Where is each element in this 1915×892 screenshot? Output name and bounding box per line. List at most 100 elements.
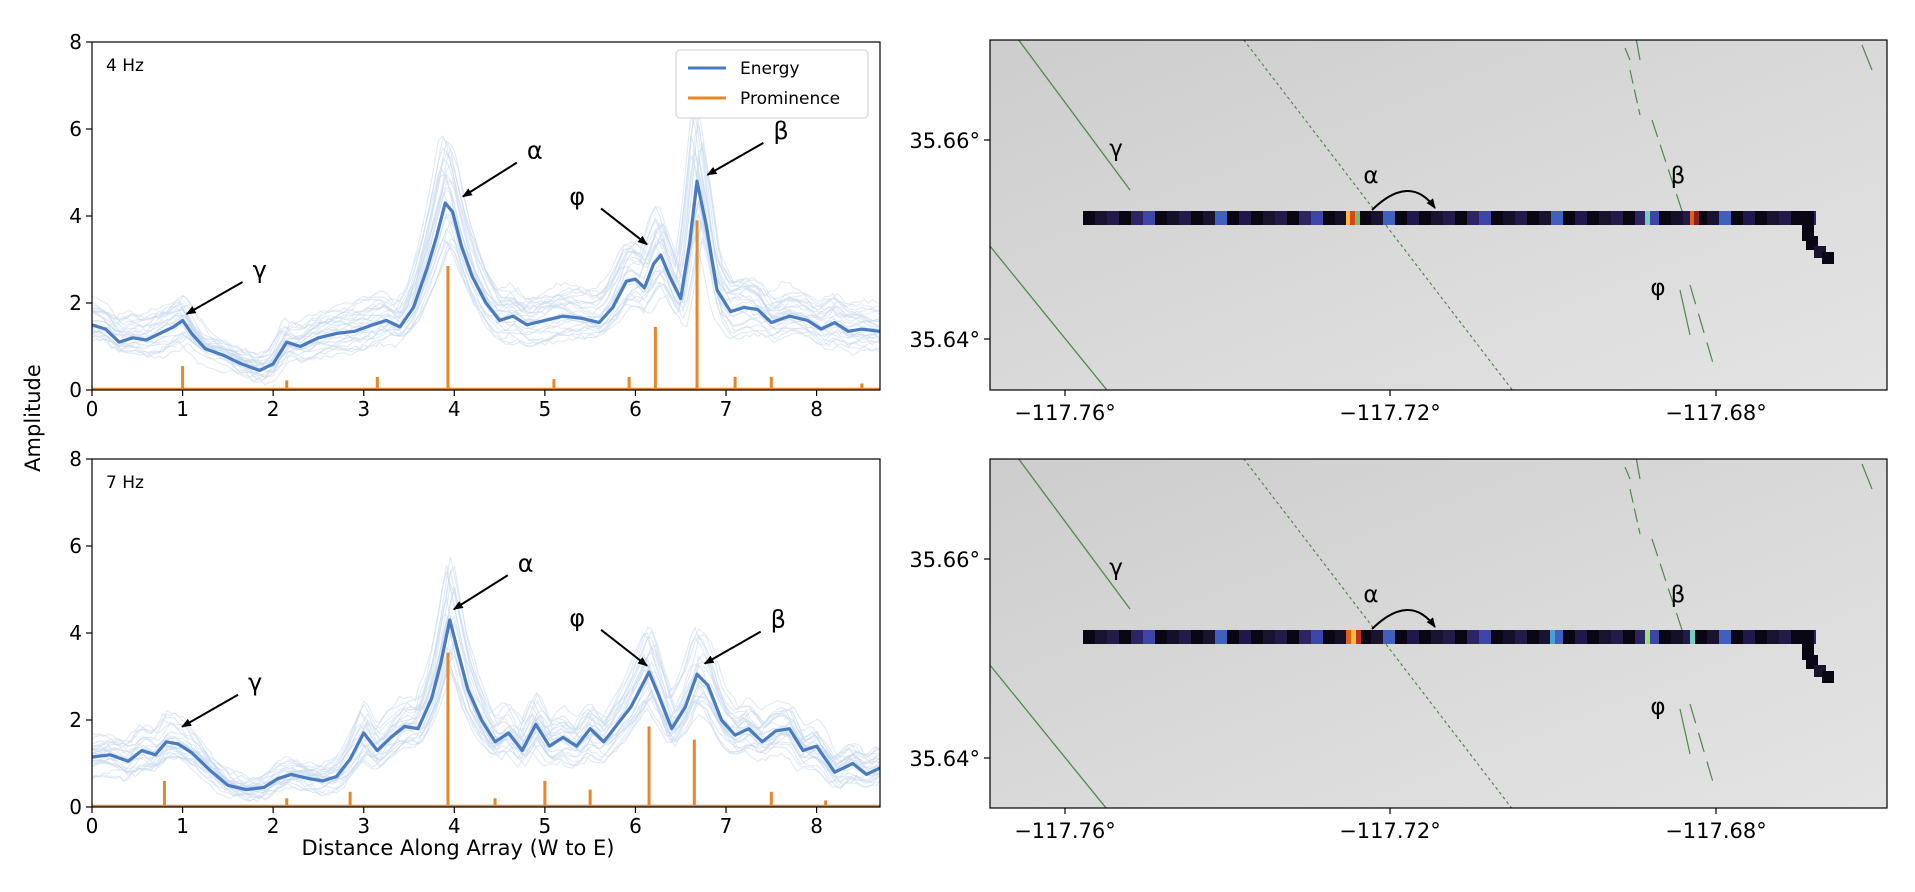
map-feature-label: α xyxy=(1363,582,1378,608)
cable-segment xyxy=(1743,211,1756,225)
cable-hotspot xyxy=(1690,211,1695,225)
fault-line xyxy=(1679,289,1691,336)
cable-segment xyxy=(1659,630,1672,644)
map-x-tick-label: −117.72° xyxy=(1339,819,1441,843)
cable-segment xyxy=(1659,211,1672,225)
cable-segment xyxy=(1095,630,1108,644)
x-axis-label: Distance Along Array (W to E) xyxy=(302,836,615,860)
map-x-tick-label: −117.76° xyxy=(1014,401,1116,425)
fault-line-dashed xyxy=(1689,284,1716,371)
y-tick-label: 0 xyxy=(69,378,82,402)
cable-segment xyxy=(1131,630,1144,644)
annotation-label: γ xyxy=(248,669,262,697)
map-y-tick-label: 35.64° xyxy=(909,747,980,771)
cable-segment xyxy=(1802,211,1814,241)
x-tick-label: 4 xyxy=(448,814,461,838)
map-feature-label: α xyxy=(1363,163,1378,189)
x-tick-label: 7 xyxy=(720,397,733,421)
annotation-label: α xyxy=(527,137,543,165)
cable-segment xyxy=(1299,630,1312,644)
cable-segment xyxy=(1707,630,1720,644)
cable-segment xyxy=(1455,211,1468,225)
cable-segment xyxy=(1179,211,1192,225)
cable-segment xyxy=(1239,630,1252,644)
cable-segment xyxy=(1215,211,1228,225)
cable-segment xyxy=(1599,630,1612,644)
cable-segment xyxy=(1671,211,1684,225)
legend-label-energy: Energy xyxy=(740,59,800,79)
fault-line xyxy=(1635,40,1641,61)
x-tick-label: 1 xyxy=(176,397,189,421)
map-frame xyxy=(989,39,1888,391)
y-axis-label: Amplitude xyxy=(21,364,45,472)
alpha-arrow xyxy=(1371,609,1436,630)
cable-segment xyxy=(1767,630,1780,644)
cable-segment xyxy=(1563,211,1576,225)
x-tick-label: 8 xyxy=(810,397,823,421)
annotation-arrow xyxy=(706,141,764,176)
cable-segment xyxy=(1383,211,1396,225)
annotation-label: φ xyxy=(569,182,585,210)
energy-line xyxy=(92,618,880,792)
cable-segment xyxy=(1191,211,1204,225)
x-tick-label: 0 xyxy=(86,814,99,838)
map-frame xyxy=(989,458,1888,809)
cable-hotspot xyxy=(1350,211,1355,225)
map-feature-label: φ xyxy=(1650,275,1665,301)
y-tick-label: 8 xyxy=(69,447,82,471)
cable-segment xyxy=(1287,630,1300,644)
map-feature-label: γ xyxy=(1109,555,1123,581)
map-x-tick-label: −117.76° xyxy=(1014,819,1116,843)
x-tick-label: 6 xyxy=(629,397,642,421)
annotation-arrow xyxy=(181,693,239,728)
cable-segment xyxy=(1095,211,1108,225)
energy-ensemble-trace xyxy=(92,556,880,791)
alpha-arrow xyxy=(1371,190,1436,211)
cable-segment xyxy=(1227,630,1240,644)
energy-ensemble-trace xyxy=(92,598,880,783)
cable-segment xyxy=(1695,630,1708,644)
cable-segment xyxy=(1707,211,1720,225)
cable-hotspot xyxy=(1690,630,1695,644)
y-tick-label: 0 xyxy=(69,795,82,819)
cable-segment xyxy=(1383,630,1396,644)
cable-segment xyxy=(1143,630,1156,644)
cable-segment xyxy=(1179,630,1192,644)
y-tick-label: 2 xyxy=(69,708,82,732)
cable-segment xyxy=(1287,211,1300,225)
cable-segment xyxy=(1263,630,1276,644)
y-tick-label: 4 xyxy=(69,204,82,228)
x-tick-label: 5 xyxy=(539,814,552,838)
y-tick-label: 6 xyxy=(69,117,82,141)
energy-ensemble-trace xyxy=(92,582,880,784)
cable-segment xyxy=(1539,630,1552,644)
annotation-arrow xyxy=(703,630,762,665)
cable-segment xyxy=(1107,211,1120,225)
annotation-label: β xyxy=(771,606,786,634)
cable-hotspot xyxy=(1346,630,1351,644)
cable-segment xyxy=(1311,630,1324,644)
fault-line xyxy=(990,245,1108,390)
map-y-tick-label: 35.66° xyxy=(909,548,980,572)
plot-area xyxy=(92,556,880,807)
annotation-label: β xyxy=(773,117,788,145)
cable-segment xyxy=(1527,211,1540,225)
cable-segment xyxy=(1779,211,1792,225)
cable-segment xyxy=(1635,211,1648,225)
cable-segment xyxy=(1587,211,1600,225)
cable-segment xyxy=(1515,630,1528,644)
cable-segment xyxy=(1755,630,1768,644)
cable-segment xyxy=(1491,211,1504,225)
cable-segment xyxy=(1395,211,1408,225)
energy-ensemble-trace xyxy=(92,111,880,373)
energy-ensemble-trace xyxy=(92,142,880,364)
x-tick-label: 2 xyxy=(267,814,280,838)
fault-line xyxy=(1679,708,1691,755)
cable-segment xyxy=(1263,211,1276,225)
cable-segment xyxy=(1719,630,1732,644)
cable-segment xyxy=(1395,630,1408,644)
fault-line-dashed xyxy=(1651,538,1686,640)
cable-segment xyxy=(1551,211,1564,225)
cable-segment xyxy=(1167,630,1180,644)
cable-segment xyxy=(1467,630,1480,644)
